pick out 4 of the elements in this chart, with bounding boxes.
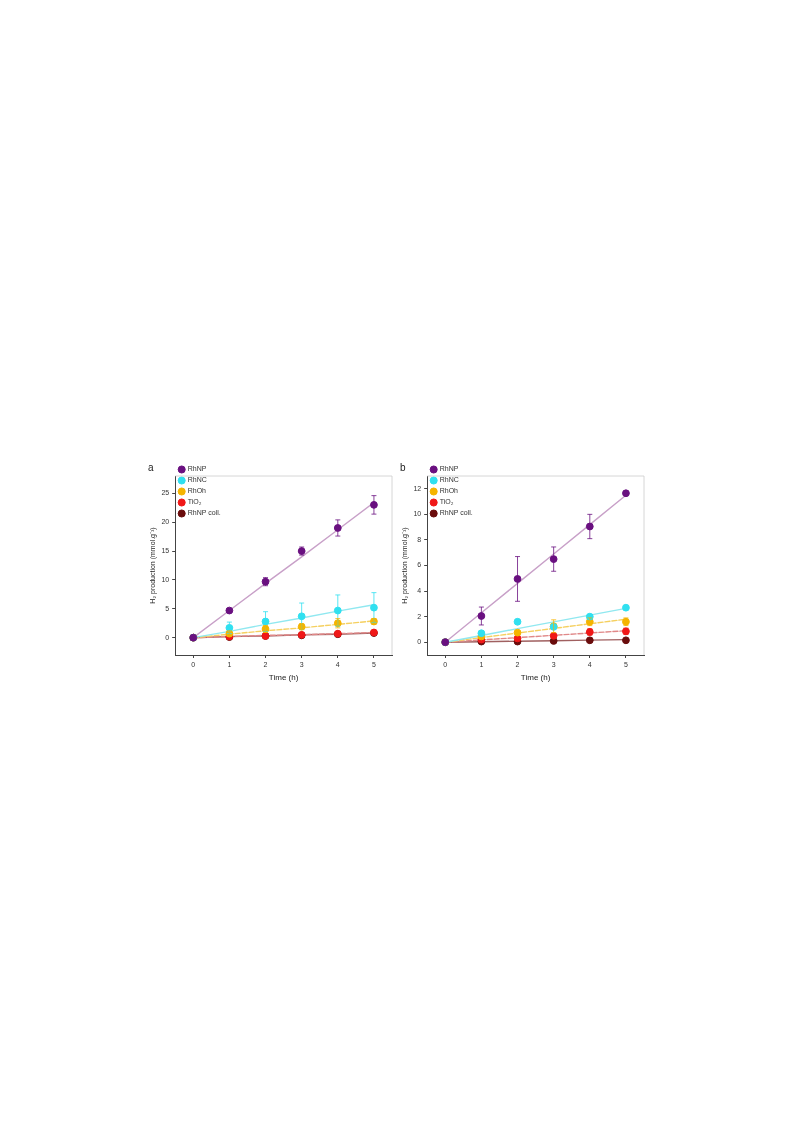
x-axis-title: Time (h) (520, 673, 551, 683)
x-axis-title: Time (h) (268, 673, 299, 683)
chart-title: b (400, 461, 406, 473)
chart-title: a (148, 461, 154, 473)
